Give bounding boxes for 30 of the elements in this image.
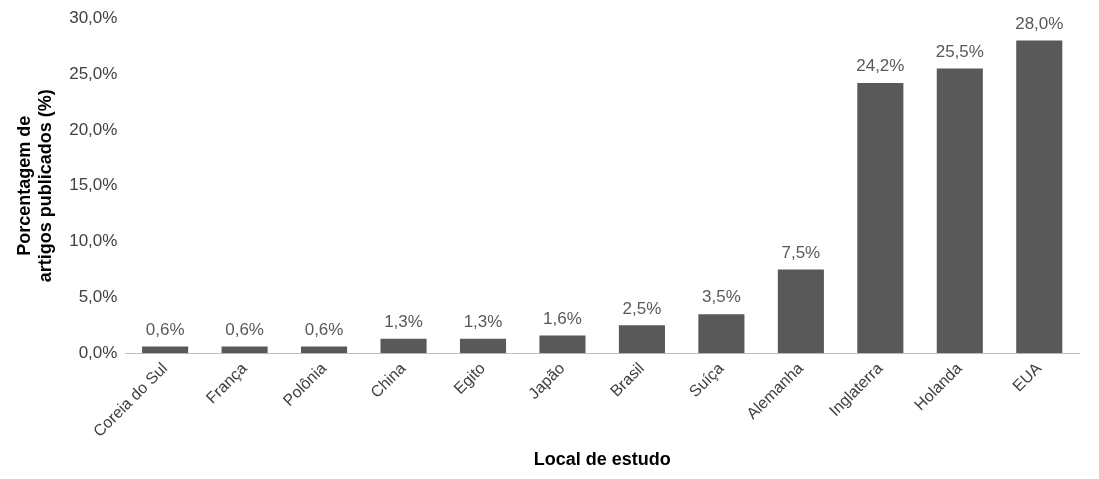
bar <box>936 68 983 354</box>
y-axis-title: Porcentagem de artigos publicados (%) <box>13 89 56 283</box>
y-tick-label: 0,0% <box>78 342 118 362</box>
bar <box>618 325 665 354</box>
bar <box>539 335 586 354</box>
bar <box>1016 40 1063 354</box>
data-label: 0,6% <box>304 319 344 339</box>
data-label: 25,5% <box>935 41 984 61</box>
data-label: 3,5% <box>702 287 741 307</box>
bar <box>777 269 824 354</box>
data-label: 0,6% <box>225 319 264 339</box>
y-tick-label: 15,0% <box>69 175 118 195</box>
data-label: 28,0% <box>1015 13 1064 33</box>
data-label: 1,3% <box>384 311 423 331</box>
data-label: 7,5% <box>781 242 821 262</box>
bar <box>459 338 507 354</box>
data-label: 2,5% <box>622 298 662 318</box>
y-tick-label: 25,0% <box>69 63 118 83</box>
data-label: 1,3% <box>463 311 503 331</box>
bar <box>857 82 904 354</box>
bar <box>380 338 427 354</box>
y-tick-label: 20,0% <box>69 119 118 139</box>
y-tick-label: 5,0% <box>78 287 118 307</box>
data-label: 1,6% <box>543 308 582 328</box>
bar <box>698 314 745 354</box>
data-label: 24,2% <box>856 56 905 76</box>
x-axis-title: Local de estudo <box>533 449 671 470</box>
data-label: 0,6% <box>145 319 185 339</box>
y-tick-label: 30,0% <box>69 7 118 27</box>
y-tick-label: 10,0% <box>69 231 118 251</box>
